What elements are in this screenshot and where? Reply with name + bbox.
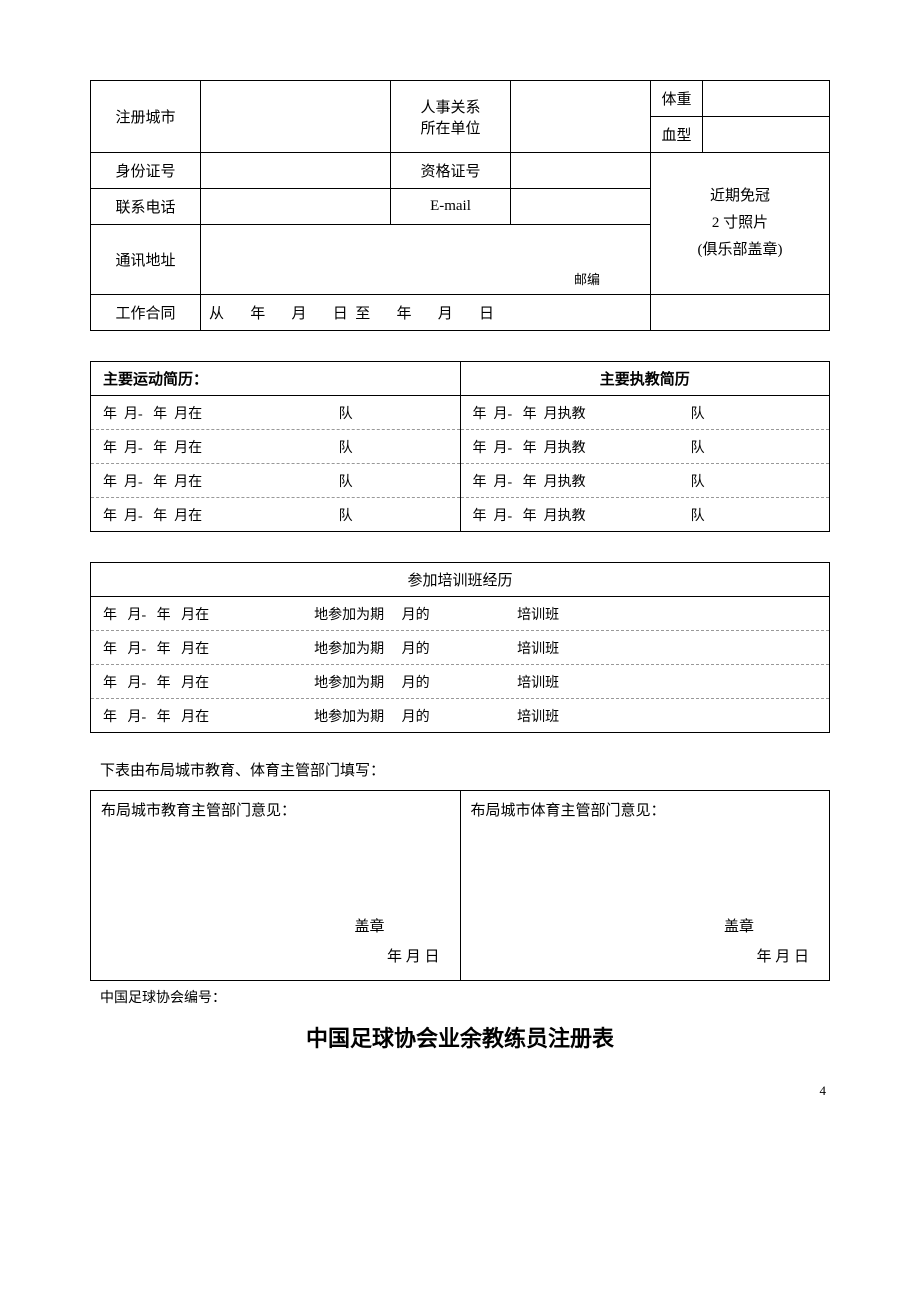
field-contract[interactable]: 从 年 月 日 至 年 月 日 (201, 295, 651, 331)
page-number: 4 (90, 1083, 830, 1099)
history-coach-row[interactable]: 年 月- 年 月执教 队 (460, 396, 830, 430)
opinion-edu-title: 布局城市教育主管部门意见： (101, 799, 450, 820)
label-hr-unit: 人事关系 所在单位 (391, 81, 511, 153)
main-info-table: 注册城市 人事关系 所在单位 体重 血型 身份证号 资格证号 近期免冠 2 寸照… (90, 80, 830, 331)
opinion-edu-cell[interactable]: 布局城市教育主管部门意见： 盖章 年 月 日 (91, 791, 461, 981)
history-coach-row[interactable]: 年 月- 年 月执教 队 (460, 464, 830, 498)
footer-number: 中国足球协会编号： (100, 987, 830, 1007)
opinion-date: 年 月 日 (724, 942, 809, 972)
instruction-text: 下表由布局城市教育、体育主管部门填写： (100, 759, 830, 780)
field-qual-no[interactable] (511, 153, 651, 189)
opinion-sport-cell[interactable]: 布局城市体育主管部门意见： 盖章 年 月 日 (460, 791, 830, 981)
opinion-date: 年 月 日 (354, 942, 439, 972)
label-phone: 联系电话 (91, 189, 201, 225)
opinion-sport-title: 布局城市体育主管部门意见： (471, 799, 820, 820)
label-weight: 体重 (651, 81, 703, 117)
history-coach-row[interactable]: 年 月- 年 月执教 队 (460, 498, 830, 532)
training-row[interactable]: 年 月- 年 月在 地参加为期 月的 培训班 (91, 597, 830, 631)
history-coach-row[interactable]: 年 月- 年 月执教 队 (460, 430, 830, 464)
history-sport-row[interactable]: 年 月- 年 月在 队 (91, 498, 461, 532)
field-weight[interactable] (703, 81, 830, 117)
history-sport-title: 主要运动简历： (91, 362, 461, 396)
training-row[interactable]: 年 月- 年 月在 地参加为期 月的 培训班 (91, 699, 830, 733)
photo-line-2: 2 寸照片 (659, 210, 821, 237)
field-email[interactable] (511, 189, 651, 225)
training-title: 参加培训班经历 (91, 563, 830, 597)
opinion-stamp: 盖章 (354, 912, 439, 942)
label-postal: 邮编 (574, 269, 600, 288)
label-contract: 工作合同 (91, 295, 201, 331)
label-blood: 血型 (651, 117, 703, 153)
label-reg-city: 注册城市 (91, 81, 201, 153)
photo-line-1: 近期免冠 (659, 183, 821, 210)
photo-cell: 近期免冠 2 寸照片 (俱乐部盖章) (651, 153, 830, 295)
field-phone[interactable] (201, 189, 391, 225)
label-email: E-mail (391, 189, 511, 225)
training-row[interactable]: 年 月- 年 月在 地参加为期 月的 培训班 (91, 631, 830, 665)
opinion-stamp: 盖章 (724, 912, 809, 942)
field-hr-unit[interactable] (511, 81, 651, 153)
history-sport-row[interactable]: 年 月- 年 月在 队 (91, 396, 461, 430)
history-table: 主要运动简历： 主要执教简历 年 月- 年 月在 队 年 月- 年 月执教 队 … (90, 361, 830, 532)
training-table: 参加培训班经历 年 月- 年 月在 地参加为期 月的 培训班 年 月- 年 月在… (90, 562, 830, 733)
label-id-no: 身份证号 (91, 153, 201, 189)
history-sport-row[interactable]: 年 月- 年 月在 队 (91, 430, 461, 464)
field-id-no[interactable] (201, 153, 391, 189)
photo-line-3: (俱乐部盖章) (659, 237, 821, 264)
field-contract-extra (651, 295, 830, 331)
opinion-table: 布局城市教育主管部门意见： 盖章 年 月 日 布局城市体育主管部门意见： 盖章 … (90, 790, 830, 981)
label-qual-no: 资格证号 (391, 153, 511, 189)
training-row[interactable]: 年 月- 年 月在 地参加为期 月的 培训班 (91, 665, 830, 699)
field-address[interactable]: 邮编 (201, 225, 651, 295)
history-coach-title: 主要执教简历 (460, 362, 830, 396)
main-title: 中国足球协会业余教练员注册表 (90, 1021, 830, 1053)
field-reg-city[interactable] (201, 81, 391, 153)
field-blood[interactable] (703, 117, 830, 153)
label-address: 通讯地址 (91, 225, 201, 295)
history-sport-row[interactable]: 年 月- 年 月在 队 (91, 464, 461, 498)
